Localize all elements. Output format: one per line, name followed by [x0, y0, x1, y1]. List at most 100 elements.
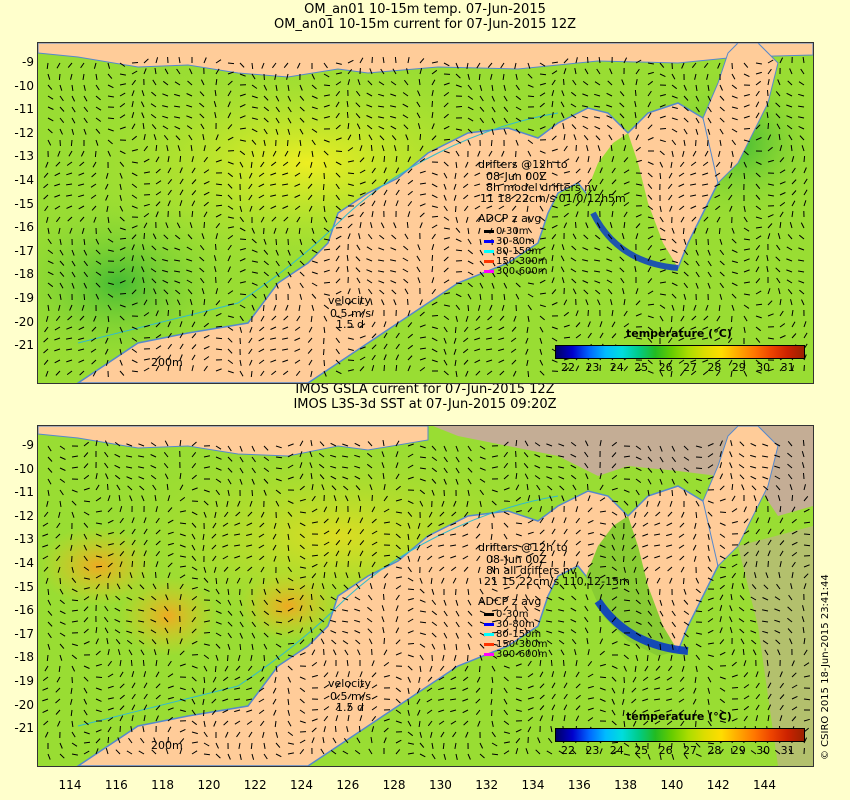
- current-vector-icon: [731, 649, 735, 656]
- current-vector-icon: [311, 521, 318, 524]
- current-vector-icon: [611, 167, 616, 174]
- current-vector-icon: [695, 577, 700, 584]
- current-vector-icon: [703, 216, 709, 222]
- current-vector-icon: [774, 749, 781, 755]
- current-vector-icon: [455, 753, 458, 761]
- current-vector-icon: [258, 194, 265, 199]
- current-vector-icon: [611, 566, 618, 571]
- current-vector-icon: [786, 92, 793, 97]
- current-vector-icon: [730, 594, 733, 601]
- current-vector-icon: [203, 322, 210, 328]
- current-vector-icon: [451, 511, 457, 517]
- current-vector-icon: [654, 555, 661, 559]
- current-vector-icon: [803, 675, 810, 678]
- current-vector-icon: [395, 698, 401, 704]
- current-vector-icon: [90, 194, 97, 199]
- current-vector-icon: [311, 637, 313, 645]
- current-vector-icon: [215, 213, 222, 218]
- current-vector-icon: [490, 544, 493, 551]
- current-vector-icon: [563, 550, 567, 557]
- current-vector-icon: [779, 145, 783, 152]
- current-vector-icon: [551, 224, 558, 229]
- current-vector-icon: [227, 478, 232, 485]
- current-vector-icon: [143, 539, 148, 546]
- top-colorbar-tick-3: 25: [634, 361, 649, 374]
- current-vector-icon: [647, 456, 653, 462]
- current-vector-icon: [42, 533, 49, 537]
- current-vector-icon: [83, 676, 89, 682]
- current-vector-icon: [58, 73, 61, 81]
- current-vector-icon: [755, 244, 761, 251]
- current-vector-icon: [683, 249, 689, 256]
- current-vector-icon: [490, 73, 493, 80]
- current-vector-icon: [599, 709, 606, 713]
- current-vector-icon: [431, 643, 436, 650]
- current-vector-icon: [647, 621, 653, 627]
- current-vector-icon: [83, 293, 86, 301]
- current-vector-icon: [695, 271, 700, 278]
- current-vector-icon: [491, 106, 496, 113]
- current-vector-icon: [477, 304, 481, 311]
- current-vector-icon: [563, 145, 568, 152]
- current-vector-icon: [515, 544, 522, 548]
- current-vector-icon: [151, 749, 157, 755]
- current-vector-icon: [143, 550, 147, 557]
- current-vector-icon: [287, 752, 294, 755]
- current-vector-icon: [575, 365, 580, 372]
- current-vector-icon: [527, 304, 532, 311]
- current-vector-icon: [83, 511, 90, 516]
- current-vector-icon: [227, 348, 233, 354]
- current-vector-icon: [584, 451, 589, 458]
- current-vector-icon: [570, 91, 577, 97]
- current-vector-icon: [755, 704, 760, 711]
- current-vector-icon: [270, 348, 277, 351]
- current-vector-icon: [263, 95, 269, 101]
- current-vector-icon: [249, 326, 253, 333]
- current-vector-icon: [527, 249, 534, 252]
- current-vector-icon: [83, 271, 88, 278]
- current-vector-icon: [707, 511, 713, 517]
- current-vector-icon: [390, 270, 397, 273]
- current-vector-icon: [346, 101, 349, 108]
- current-vector-icon: [438, 676, 445, 681]
- current-vector-icon: [647, 303, 655, 306]
- current-vector-icon: [478, 73, 481, 81]
- current-vector-icon: [239, 281, 246, 284]
- current-vector-icon: [762, 630, 769, 634]
- current-vector-icon: [659, 621, 664, 628]
- current-vector-icon: [668, 665, 673, 672]
- current-vector-icon: [407, 310, 411, 317]
- current-vector-icon: [702, 161, 709, 166]
- current-vector-icon: [167, 673, 174, 678]
- current-vector-icon: [59, 478, 66, 483]
- current-vector-icon: [323, 684, 330, 689]
- current-vector-icon: [273, 304, 277, 311]
- current-vector-icon: [479, 95, 484, 102]
- xlabel-0: 114: [58, 778, 82, 792]
- current-vector-icon: [310, 216, 313, 224]
- current-vector-icon: [635, 146, 641, 152]
- current-vector-icon: [283, 216, 289, 222]
- current-vector-icon: [174, 125, 181, 130]
- current-vector-icon: [743, 216, 748, 223]
- current-vector-icon: [191, 709, 196, 716]
- current-vector-icon: [575, 715, 580, 722]
- top-colorbar-tick-9: 31: [780, 361, 795, 374]
- current-vector-icon: [536, 484, 541, 491]
- current-vector-icon: [551, 244, 555, 251]
- current-vector-icon: [299, 106, 305, 112]
- current-vector-icon: [311, 573, 317, 579]
- current-vector-icon: [131, 715, 134, 722]
- current-vector-icon: [787, 452, 793, 458]
- current-vector-icon: [335, 505, 338, 513]
- current-vector-icon: [683, 456, 690, 461]
- current-vector-icon: [395, 616, 399, 623]
- current-vector-icon: [647, 205, 654, 210]
- current-vector-icon: [203, 145, 206, 152]
- current-vector-icon: [778, 288, 781, 295]
- current-vector-icon: [718, 304, 721, 311]
- current-vector-icon: [366, 258, 373, 262]
- current-vector-icon: [417, 90, 421, 97]
- current-vector-icon: [647, 101, 652, 108]
- current-vector-icon: [155, 550, 161, 557]
